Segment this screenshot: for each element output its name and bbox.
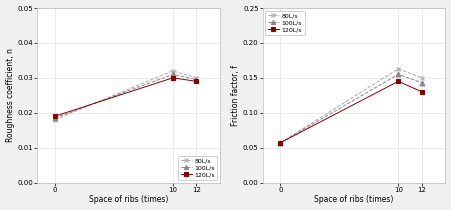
X-axis label: Space of ribs (times): Space of ribs (times) bbox=[314, 196, 394, 205]
Legend: 80L/s, 100L/s, 120L/s: 80L/s, 100L/s, 120L/s bbox=[178, 156, 217, 180]
Legend: 80L/s, 100L/s, 120L/s: 80L/s, 100L/s, 120L/s bbox=[265, 10, 304, 35]
Y-axis label: Friction factor, f: Friction factor, f bbox=[231, 65, 240, 126]
X-axis label: Space of ribs (times): Space of ribs (times) bbox=[89, 196, 168, 205]
Y-axis label: Roughness coefficient, n: Roughness coefficient, n bbox=[5, 48, 14, 142]
